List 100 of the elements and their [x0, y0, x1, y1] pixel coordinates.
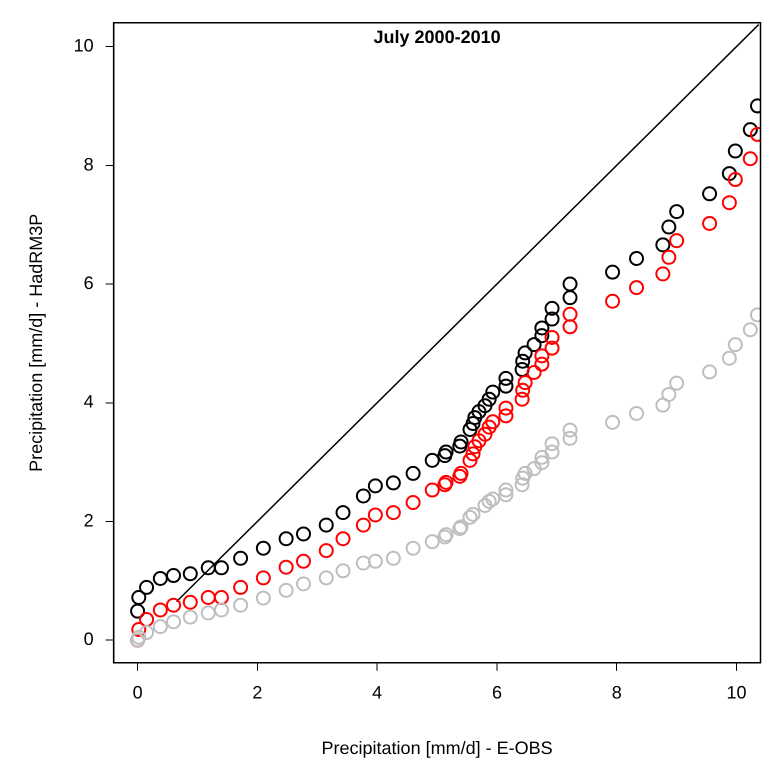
point	[514, 362, 530, 378]
point	[368, 554, 383, 569]
point	[526, 364, 542, 380]
point	[498, 378, 514, 394]
point	[544, 340, 560, 356]
point	[406, 495, 421, 510]
point	[386, 475, 401, 490]
point	[462, 510, 478, 525]
point	[498, 400, 514, 416]
point	[139, 580, 154, 595]
point	[466, 446, 480, 462]
point	[454, 466, 469, 481]
y-tick-label: 0	[84, 629, 94, 650]
point	[471, 404, 486, 420]
point	[152, 602, 168, 618]
point	[742, 122, 758, 138]
y-tick-label: 4	[84, 392, 94, 412]
point	[368, 507, 383, 522]
point	[130, 604, 146, 619]
point	[526, 337, 542, 352]
point	[182, 594, 198, 610]
point	[655, 398, 670, 413]
point	[406, 540, 421, 556]
point	[498, 487, 514, 502]
point	[562, 422, 578, 438]
point	[278, 560, 294, 575]
point	[214, 602, 229, 618]
point	[131, 622, 146, 638]
point	[544, 436, 560, 452]
point	[462, 452, 478, 468]
point	[515, 470, 530, 486]
point	[452, 438, 468, 454]
point	[386, 550, 401, 566]
point	[498, 408, 514, 424]
point	[318, 570, 334, 586]
point	[466, 506, 480, 522]
point	[518, 375, 533, 390]
point	[214, 590, 229, 605]
point	[702, 364, 718, 380]
point	[562, 306, 578, 322]
point	[742, 322, 758, 338]
point	[471, 433, 486, 448]
point	[356, 488, 371, 504]
point	[605, 414, 620, 430]
x-tick-label: 2	[252, 682, 262, 703]
point	[467, 410, 482, 426]
point	[200, 590, 216, 605]
point	[605, 264, 620, 280]
point	[728, 172, 743, 188]
point	[562, 290, 578, 306]
point	[482, 494, 497, 509]
point	[166, 598, 182, 613]
point	[477, 398, 492, 414]
point	[544, 312, 560, 327]
point	[256, 570, 271, 586]
point	[454, 434, 469, 450]
point	[722, 166, 737, 182]
point	[655, 237, 670, 252]
point	[424, 452, 440, 468]
point	[485, 384, 500, 400]
point	[661, 386, 676, 402]
point	[437, 448, 452, 464]
point	[296, 554, 311, 569]
point	[544, 300, 560, 316]
point	[182, 566, 198, 582]
point	[562, 276, 578, 292]
point	[728, 337, 743, 352]
point	[336, 531, 351, 546]
point	[318, 543, 334, 558]
point	[139, 612, 154, 627]
x-axis-title: Precipitation [mm/d] - E-OBS	[322, 738, 553, 758]
point	[131, 630, 146, 645]
point	[661, 250, 676, 265]
point	[278, 531, 294, 546]
point	[544, 330, 560, 345]
x-tick-label: 0	[132, 682, 143, 703]
point	[233, 580, 248, 595]
point	[702, 216, 718, 231]
point	[336, 563, 351, 578]
y-axis-title: Precipitation [mm/d] - HadRM3P	[26, 214, 46, 472]
point	[515, 354, 530, 369]
point	[742, 151, 758, 166]
point	[452, 468, 468, 484]
y-tick-label: 8	[84, 154, 94, 174]
point	[200, 560, 216, 576]
point	[498, 482, 514, 498]
point	[669, 233, 684, 248]
point	[655, 266, 670, 282]
point	[728, 144, 743, 159]
point	[669, 376, 684, 391]
point	[485, 491, 500, 506]
point	[424, 534, 440, 550]
point	[518, 466, 533, 481]
point	[318, 518, 334, 533]
point	[356, 556, 371, 571]
y-tick-label: 10	[74, 36, 94, 56]
point	[296, 526, 311, 542]
point	[534, 455, 550, 470]
point	[214, 560, 229, 576]
point	[629, 250, 644, 266]
